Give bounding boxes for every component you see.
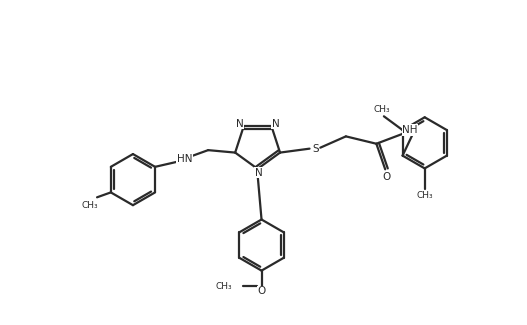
Text: O: O bbox=[383, 172, 391, 182]
Text: N: N bbox=[271, 119, 279, 129]
Text: CH₃: CH₃ bbox=[373, 105, 390, 114]
Text: N: N bbox=[255, 168, 262, 178]
Text: HN: HN bbox=[177, 154, 192, 164]
Text: CH₃: CH₃ bbox=[416, 191, 433, 201]
Text: CH₃: CH₃ bbox=[216, 282, 232, 291]
Text: N: N bbox=[236, 119, 243, 129]
Text: O: O bbox=[257, 286, 266, 296]
Text: S: S bbox=[312, 144, 319, 154]
Text: CH₃: CH₃ bbox=[81, 201, 98, 210]
Text: NH: NH bbox=[402, 125, 417, 135]
